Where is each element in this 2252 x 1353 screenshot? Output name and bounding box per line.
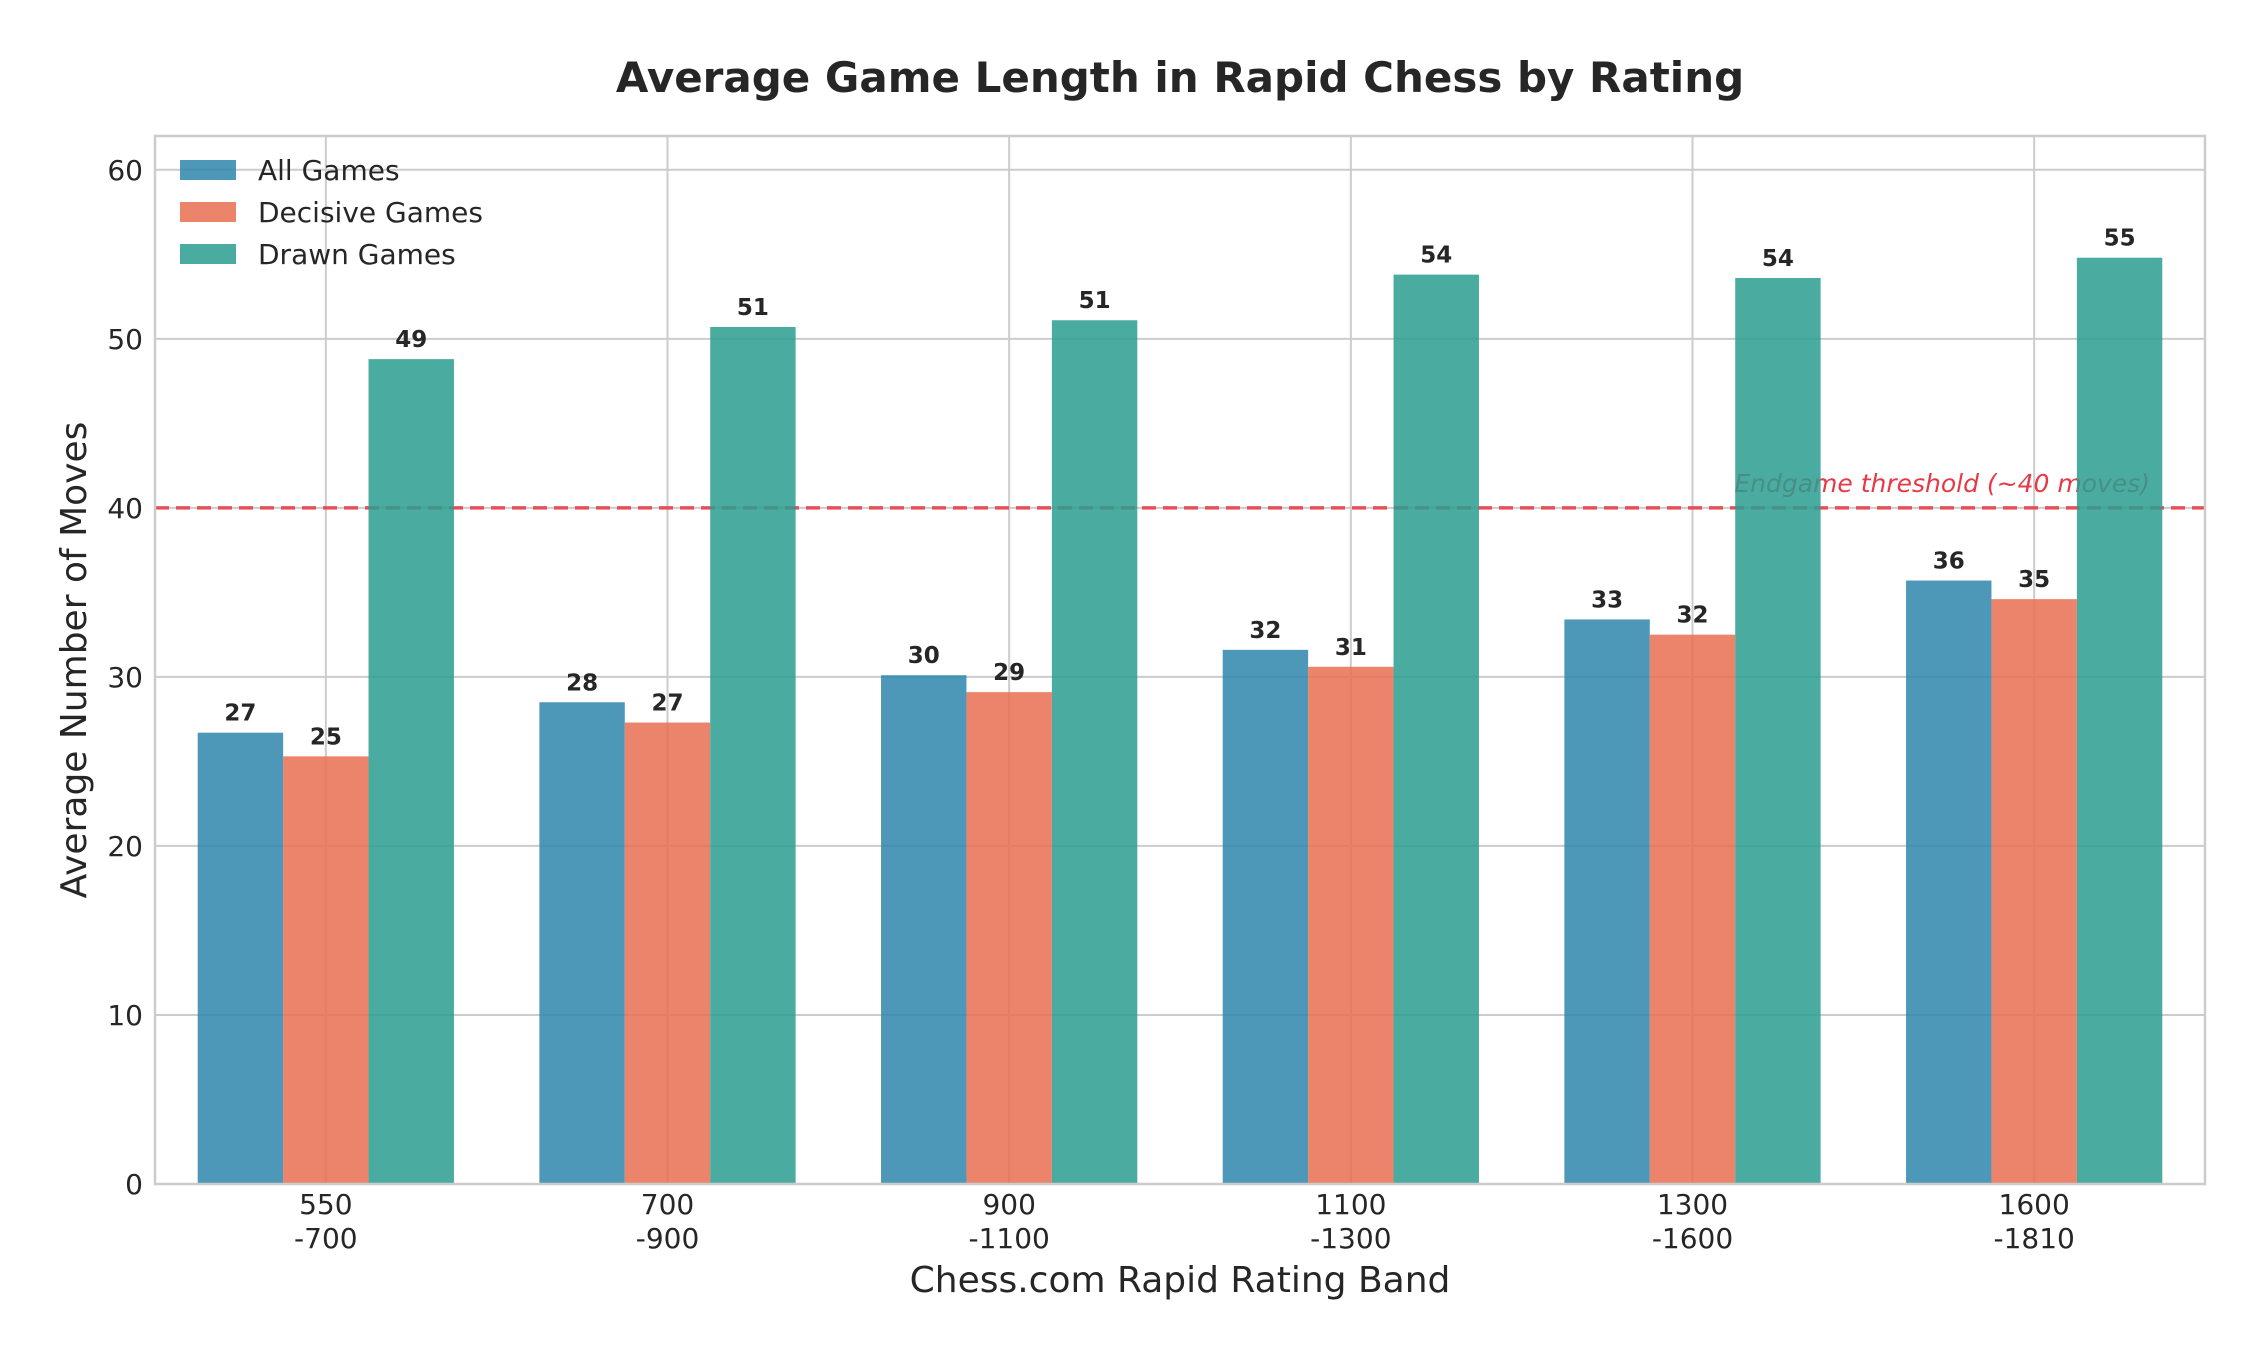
y-tick-label: 40	[107, 492, 143, 525]
bar	[1735, 277, 1821, 1185]
bar-value-label: 36	[1933, 549, 1965, 575]
bar	[1393, 274, 1479, 1184]
bar-value-label: 30	[908, 643, 940, 669]
x-tick-label: -1600	[1652, 1222, 1733, 1255]
legend-swatch	[180, 202, 236, 222]
bar-value-label: 51	[1079, 288, 1111, 314]
gridlines	[155, 136, 2205, 1185]
bar	[1308, 666, 1394, 1184]
bar	[1649, 634, 1736, 1184]
bar-value-label: 31	[1335, 635, 1367, 661]
bar	[624, 722, 711, 1184]
x-axis-ticks: 550-700 700-900 900-1100 1100-1300 1300-1600…	[294, 1188, 2075, 1255]
bar	[966, 692, 1052, 1184]
y-tick-label: 20	[107, 830, 143, 863]
plot-frame	[153, 134, 2207, 1186]
bar	[1991, 599, 2077, 1184]
y-axis-label: Average Number of Moves	[54, 422, 95, 899]
legend-label: Drawn Games	[258, 238, 456, 271]
x-tick-label: 550	[299, 1188, 352, 1221]
x-tick-label: 1600	[1999, 1188, 2070, 1221]
y-axis-ticks: 0 10 20 30 40 50 60	[107, 154, 143, 1201]
bar-value-label: 28	[566, 670, 598, 696]
x-tick-label: -900	[636, 1222, 700, 1255]
bars	[197, 257, 2163, 1185]
x-tick-label: 700	[641, 1188, 694, 1221]
bar	[881, 675, 967, 1184]
x-tick-label: -1810	[1993, 1222, 2074, 1255]
bar-value-label: 29	[993, 660, 1025, 686]
bar-value-label: 54	[1420, 243, 1452, 269]
y-tick-label: 50	[107, 323, 143, 356]
bar-value-label: 33	[1591, 587, 1623, 613]
bar-value-label: 55	[2104, 226, 2136, 252]
x-tick-label: -1300	[1310, 1222, 1391, 1255]
bar	[1906, 580, 1992, 1184]
legend-swatch	[180, 244, 236, 264]
bar-value-label: 49	[395, 327, 427, 353]
bar	[710, 327, 796, 1184]
legend-label: All Games	[258, 154, 400, 187]
bar	[539, 702, 625, 1184]
x-tick-label: -1100	[968, 1222, 1049, 1255]
bar	[1222, 649, 1309, 1184]
bar	[283, 756, 369, 1184]
x-tick-label: -700	[294, 1222, 358, 1255]
y-tick-label: 60	[107, 154, 143, 187]
chart-title: Average Game Length in Rapid Chess by Ra…	[616, 53, 1744, 102]
bar	[197, 732, 284, 1184]
x-axis-label: Chess.com Rapid Rating Band	[910, 1260, 1451, 1301]
x-tick-label: 1100	[1315, 1188, 1386, 1221]
legend-label: Decisive Games	[258, 196, 483, 229]
bar-value-label: 25	[310, 724, 342, 750]
bar	[1051, 320, 1138, 1185]
y-tick-label: 10	[107, 999, 143, 1032]
legend: All Games Decisive Games Drawn Games	[180, 154, 483, 271]
bar-value-label: 32	[1676, 603, 1708, 629]
bar	[2076, 257, 2163, 1184]
bar	[1564, 619, 1650, 1184]
bar-value-label: 35	[2018, 567, 2050, 593]
bar-value-label: 27	[651, 691, 683, 717]
y-tick-label: 0	[125, 1168, 143, 1201]
bar-value-label: 32	[1249, 618, 1281, 644]
bar-value-label: 51	[737, 295, 769, 321]
x-tick-label: 1300	[1657, 1188, 1728, 1221]
bar-value-label: 27	[224, 701, 256, 727]
bar	[368, 359, 454, 1185]
legend-swatch	[180, 160, 236, 180]
bar-value-label: 54	[1762, 246, 1794, 272]
bar-labels: 27 28 30 32 33 36 25 27 29 31 32 35 49 51 51 54 54 55	[224, 226, 2135, 751]
y-tick-label: 30	[107, 661, 143, 694]
x-tick-label: 900	[982, 1188, 1035, 1221]
